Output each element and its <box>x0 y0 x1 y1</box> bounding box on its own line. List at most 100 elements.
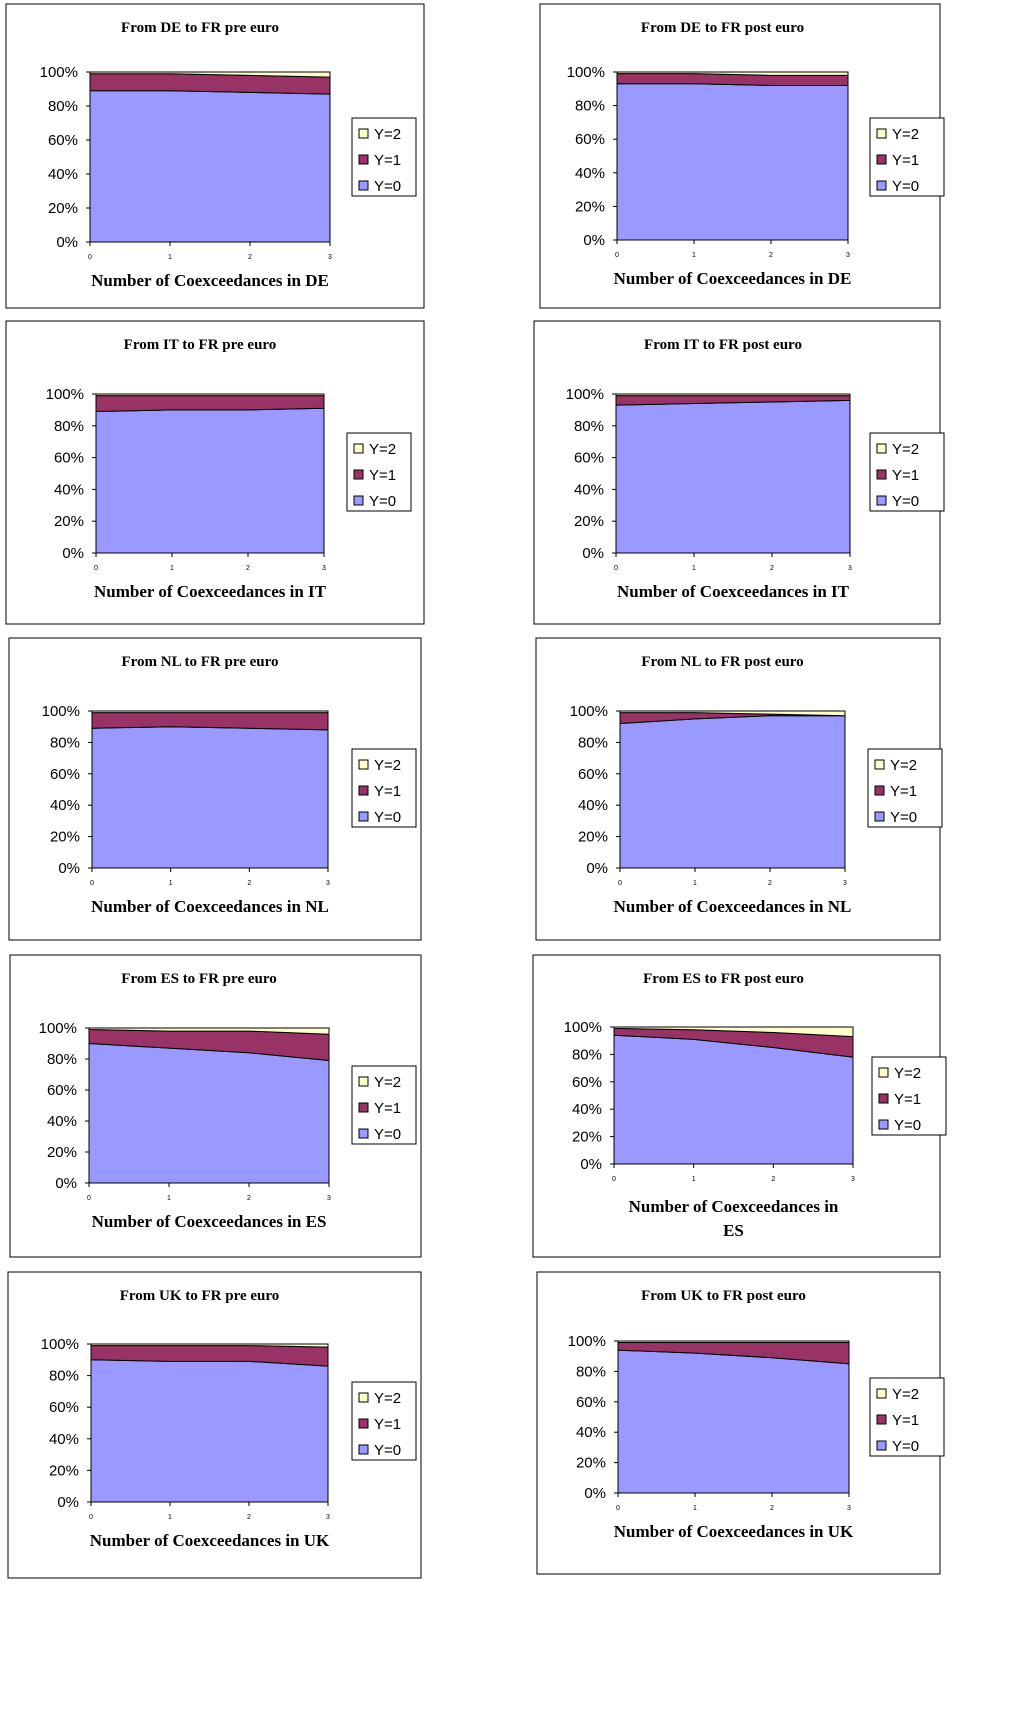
legend-label: Y=2 <box>374 1390 401 1407</box>
chart-title: From UK to FR pre euro <box>120 1288 280 1304</box>
y-tick-label: 80% <box>576 1363 606 1380</box>
y-tick-label: 40% <box>47 1113 77 1130</box>
y-tick-label: 100% <box>42 703 80 720</box>
y-tick-label: 100% <box>41 1336 79 1353</box>
y-tick-label: 60% <box>50 766 80 783</box>
y-tick-label: 0% <box>584 1485 606 1502</box>
y-tick-label: 0% <box>582 545 604 562</box>
y-tick-label: 80% <box>575 98 605 115</box>
legend-swatch-y2 <box>878 1067 889 1078</box>
x-tick-label: 0 <box>616 1505 620 1512</box>
x-axis-label: Number of Coexceedances in IT <box>617 582 850 601</box>
legend-label: Y=0 <box>890 809 917 826</box>
y-tick-label: 40% <box>576 1424 606 1441</box>
x-tick-label: 2 <box>247 1514 251 1521</box>
legend-swatch-y2 <box>358 128 369 139</box>
y-tick-label: 80% <box>50 734 80 751</box>
x-tick-label: 2 <box>771 1176 775 1183</box>
area-y0 <box>619 715 846 869</box>
x-tick-label: 1 <box>692 252 696 259</box>
x-tick-label: 0 <box>614 565 618 572</box>
y-tick-label: 40% <box>572 1101 602 1118</box>
legend-swatch-y0 <box>876 1440 887 1451</box>
y-tick-label: 20% <box>572 1129 602 1146</box>
y-tick-label: 60% <box>47 1082 77 1099</box>
legend-swatch-y2 <box>358 1392 369 1403</box>
y-tick-label: 40% <box>575 165 605 182</box>
legend-label: Y=1 <box>374 1100 401 1117</box>
area-y2 <box>613 1026 854 1038</box>
y-tick-label: 0% <box>62 545 84 562</box>
chart-title: From IT to FR post euro <box>644 337 802 353</box>
legend-label: Y=1 <box>892 1412 919 1429</box>
x-tick-label: 3 <box>328 254 332 261</box>
legend-swatch-y1 <box>358 785 369 796</box>
y-tick-label: 80% <box>578 734 608 751</box>
y-tick-label: 80% <box>574 418 604 435</box>
x-tick-label: 1 <box>167 1195 171 1202</box>
x-tick-label: 3 <box>843 880 847 887</box>
x-tick-label: 2 <box>248 254 252 261</box>
y-tick-label: 60% <box>576 1394 606 1411</box>
legend-label: Y=1 <box>374 152 401 169</box>
x-tick-label: 3 <box>847 1505 851 1512</box>
y-tick-label: 100% <box>566 386 604 403</box>
area-y2 <box>91 710 329 714</box>
legend-swatch-y1 <box>353 469 364 480</box>
legend-label: Y=1 <box>890 783 917 800</box>
y-tick-label: 0% <box>55 1175 77 1192</box>
x-tick-label: 3 <box>322 565 326 572</box>
x-tick-label: 0 <box>90 880 94 887</box>
y-tick-label: 20% <box>574 513 604 530</box>
legend-label: Y=0 <box>374 1442 401 1459</box>
y-tick-label: 100% <box>39 1020 77 1037</box>
y-tick-label: 40% <box>49 1431 79 1448</box>
area-y0 <box>88 1042 330 1184</box>
chart-title: From UK to FR post euro <box>641 1288 806 1304</box>
area-y2 <box>89 71 331 78</box>
chart-title: From DE to FR pre euro <box>121 20 279 36</box>
x-tick-label: 1 <box>693 880 697 887</box>
x-tick-label: 1 <box>170 565 174 572</box>
legend-label: Y=2 <box>890 757 917 774</box>
area-y0 <box>90 1359 329 1503</box>
legend-label: Y=1 <box>894 1091 921 1108</box>
x-tick-label: 0 <box>94 565 98 572</box>
legend-swatch-y0 <box>353 495 364 506</box>
x-tick-label: 2 <box>246 565 250 572</box>
y-tick-label: 80% <box>54 418 84 435</box>
y-tick-label: 40% <box>50 797 80 814</box>
x-axis-label: Number of Coexceedances in <box>629 1197 839 1216</box>
legend-swatch-y2 <box>874 759 885 770</box>
y-tick-label: 100% <box>564 1019 602 1036</box>
y-tick-label: 20% <box>575 198 605 215</box>
legend-swatch-y2 <box>358 1076 369 1087</box>
area-y1 <box>95 395 325 413</box>
legend-label: Y=0 <box>892 178 919 195</box>
x-axis-label: Number of Coexceedances in NL <box>91 897 329 916</box>
legend-label: Y=2 <box>374 126 401 143</box>
y-tick-label: 0% <box>583 232 605 249</box>
chart-title: From DE to FR post euro <box>641 20 804 36</box>
x-tick-label: 2 <box>769 252 773 259</box>
x-axis-label: Number of Coexceedances in ES <box>92 1212 327 1231</box>
legend-label: Y=2 <box>369 441 396 458</box>
y-tick-label: 80% <box>48 98 78 115</box>
y-tick-label: 60% <box>48 132 78 149</box>
y-tick-label: 20% <box>48 200 78 217</box>
legend-swatch-y0 <box>358 811 369 822</box>
area-y2 <box>90 1343 329 1348</box>
y-tick-label: 40% <box>54 481 84 498</box>
chart-title: From ES to FR pre euro <box>121 971 276 987</box>
legend-swatch-y2 <box>876 443 887 454</box>
area-y0 <box>616 83 849 241</box>
x-tick-label: 0 <box>89 1514 93 1521</box>
chart-title: From IT to FR pre euro <box>124 337 277 353</box>
y-tick-label: 100% <box>568 1333 606 1350</box>
y-tick-label: 20% <box>49 1462 79 1479</box>
legend-swatch-y0 <box>874 811 885 822</box>
y-tick-label: 0% <box>586 860 608 877</box>
legend-label: Y=0 <box>894 1117 921 1134</box>
y-tick-label: 0% <box>58 860 80 877</box>
